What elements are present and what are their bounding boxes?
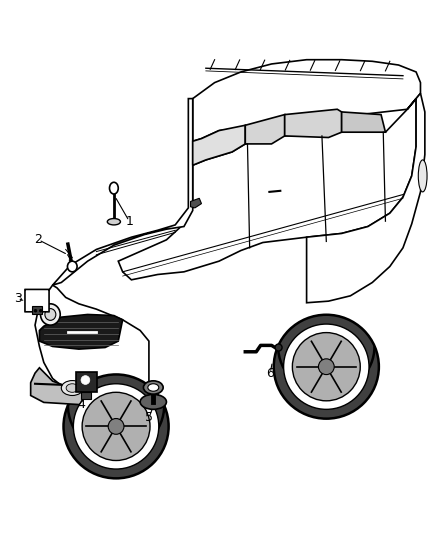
Ellipse shape — [418, 160, 427, 192]
Ellipse shape — [74, 384, 159, 469]
Circle shape — [39, 309, 42, 312]
Polygon shape — [342, 112, 385, 132]
Circle shape — [34, 309, 37, 312]
Bar — [81, 392, 91, 399]
Polygon shape — [35, 285, 149, 397]
Ellipse shape — [148, 384, 159, 391]
Ellipse shape — [61, 381, 83, 395]
Polygon shape — [39, 314, 123, 349]
Polygon shape — [31, 368, 158, 406]
Text: 4: 4 — [77, 398, 85, 410]
Polygon shape — [191, 198, 201, 208]
Circle shape — [275, 344, 282, 351]
Text: 3: 3 — [14, 292, 21, 305]
Ellipse shape — [110, 182, 118, 194]
Bar — [76, 372, 97, 392]
Ellipse shape — [284, 324, 369, 409]
Bar — [32, 306, 42, 314]
Text: 6: 6 — [266, 367, 274, 379]
Ellipse shape — [64, 375, 169, 479]
Polygon shape — [53, 99, 193, 285]
Ellipse shape — [66, 384, 78, 392]
Polygon shape — [118, 99, 416, 280]
Circle shape — [318, 359, 334, 375]
Polygon shape — [307, 93, 425, 303]
Polygon shape — [193, 60, 420, 141]
Text: 5: 5 — [145, 411, 153, 424]
Polygon shape — [245, 115, 285, 144]
Circle shape — [81, 376, 90, 384]
Ellipse shape — [82, 392, 150, 461]
Ellipse shape — [45, 309, 56, 320]
Ellipse shape — [293, 333, 360, 401]
Circle shape — [108, 418, 124, 434]
Ellipse shape — [107, 219, 120, 225]
Text: 2: 2 — [35, 233, 42, 246]
Ellipse shape — [274, 314, 379, 418]
Polygon shape — [285, 109, 342, 138]
Ellipse shape — [40, 304, 60, 325]
Polygon shape — [193, 125, 245, 165]
Ellipse shape — [143, 381, 163, 394]
Ellipse shape — [140, 394, 166, 409]
Text: 1: 1 — [125, 215, 133, 228]
FancyBboxPatch shape — [25, 289, 49, 312]
Ellipse shape — [67, 261, 77, 272]
